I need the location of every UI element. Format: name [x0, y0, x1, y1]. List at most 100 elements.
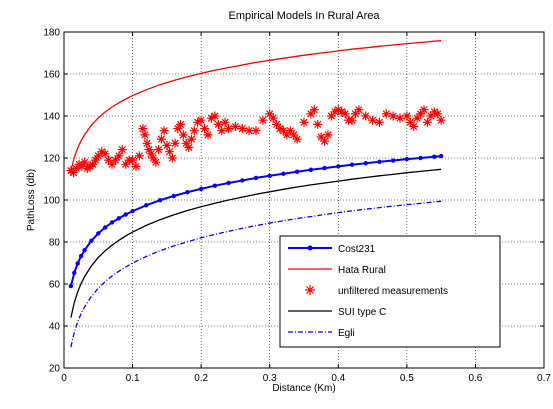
- cost231-point: [212, 183, 218, 188]
- cost231-point: [253, 175, 259, 181]
- measurement-point: [275, 124, 285, 134]
- measurement-point: [320, 136, 330, 146]
- measurement-point: [350, 109, 360, 119]
- measurement-point: [80, 157, 90, 167]
- legend-label: Egli: [338, 328, 355, 339]
- cost231-point: [322, 165, 327, 171]
- cost231-point: [123, 212, 128, 217]
- measurement-point: [422, 117, 432, 127]
- measurement-point: [162, 140, 172, 150]
- measurement-point: [347, 115, 357, 125]
- measurement-point: [138, 124, 148, 134]
- measurement-point: [176, 119, 186, 129]
- measurement-point: [237, 124, 247, 134]
- legend-label: Cost231: [338, 244, 376, 255]
- measurement-point: [289, 130, 299, 140]
- measurement-point: [354, 105, 364, 115]
- cost231-point: [438, 153, 444, 159]
- measurement-point: [148, 153, 158, 163]
- y-tick-label: 180: [43, 28, 60, 39]
- measurement-point: [184, 143, 194, 152]
- axis-ticks: 0 0.1 0.2 0.3 0.4 0.5 0.6 0.7 20 40 60 80 100 120 140 1…: [43, 28, 551, 385]
- cost231-point: [377, 159, 382, 164]
- x-tick-label: 0.1: [126, 373, 140, 384]
- measurement-point: [134, 151, 144, 161]
- measurement-point: [381, 109, 391, 119]
- measurement-point: [110, 155, 120, 165]
- measurement-point: [91, 155, 100, 165]
- measurement-point: [196, 115, 206, 125]
- x-tick-label: 0.5: [400, 373, 414, 384]
- cost231-point: [390, 158, 396, 163]
- measurement-point: [170, 138, 180, 148]
- cost231-point: [144, 203, 149, 208]
- series-egli: [70, 200, 442, 348]
- measurement-point: [268, 113, 278, 123]
- x-axis-label: Distance (Km): [272, 383, 335, 394]
- cost231-point: [89, 238, 94, 243]
- measurement-point: [88, 159, 98, 169]
- measurement-point: [361, 111, 371, 121]
- legend-label: unfiltered measurements: [338, 286, 448, 297]
- sui-type-c-line: [70, 168, 442, 318]
- cost231-point: [96, 231, 101, 236]
- y-tick-label: 40: [49, 322, 61, 333]
- measurement-point: [128, 155, 138, 165]
- cost231-point: [336, 164, 341, 169]
- x-tick-label: 0: [61, 373, 67, 384]
- measurement-point: [159, 126, 169, 136]
- measurement-point: [156, 134, 166, 144]
- y-tick-label: 100: [43, 196, 60, 207]
- measurement-point: [419, 105, 429, 115]
- measurement-point: [121, 159, 131, 169]
- cost231-point: [198, 186, 204, 192]
- cost231-point: [109, 220, 115, 225]
- measurement-point: [217, 126, 227, 136]
- measurement-point: [316, 132, 326, 142]
- measurement-point: [340, 109, 350, 119]
- measurement-point: [326, 111, 336, 121]
- measurement-point: [313, 119, 323, 129]
- cost231-point: [308, 167, 314, 172]
- cost231-point: [294, 169, 300, 174]
- x-tick-label: 0.4: [331, 373, 345, 384]
- measurement-point: [224, 124, 234, 134]
- measurement-point: [142, 138, 152, 148]
- measurement-point: [165, 147, 175, 157]
- measurement-point: [230, 122, 240, 131]
- measurement-point: [206, 113, 216, 123]
- measurement-point: [173, 124, 183, 134]
- measurement-point: [265, 109, 275, 119]
- measurement-point: [330, 107, 340, 117]
- cost231-point: [404, 156, 410, 162]
- measurement-point: [309, 105, 319, 115]
- cost231-point: [68, 283, 74, 289]
- measurement-point: [436, 115, 446, 125]
- y-tick-label: 80: [49, 238, 61, 249]
- egli-line: [70, 200, 442, 348]
- cost231-point: [240, 178, 245, 183]
- cost231-point: [267, 173, 272, 179]
- y-tick-label: 160: [43, 70, 60, 81]
- measurement-point: [333, 105, 343, 115]
- measurement-point: [100, 149, 110, 159]
- measurement-point: [69, 168, 79, 178]
- legend-label: SUI type C: [338, 307, 386, 318]
- measurement-point: [104, 155, 114, 165]
- legend-label: Hata Rural: [338, 265, 386, 276]
- measurement-point: [71, 164, 81, 173]
- measurement-point: [77, 161, 87, 171]
- series-cost231: [68, 153, 444, 289]
- measurement-point: [97, 147, 107, 157]
- cost231-point: [418, 155, 423, 161]
- chart-title: Empirical Models In Rural Area: [228, 10, 380, 22]
- measurement-point: [426, 111, 436, 121]
- measurement-point: [429, 107, 439, 117]
- y-tick-label: 120: [43, 154, 60, 165]
- cost231-point: [130, 208, 135, 214]
- measurement-point: [131, 161, 141, 171]
- measurement-point: [117, 145, 127, 155]
- measurement-point: [272, 119, 282, 129]
- measurement-point: [154, 145, 164, 155]
